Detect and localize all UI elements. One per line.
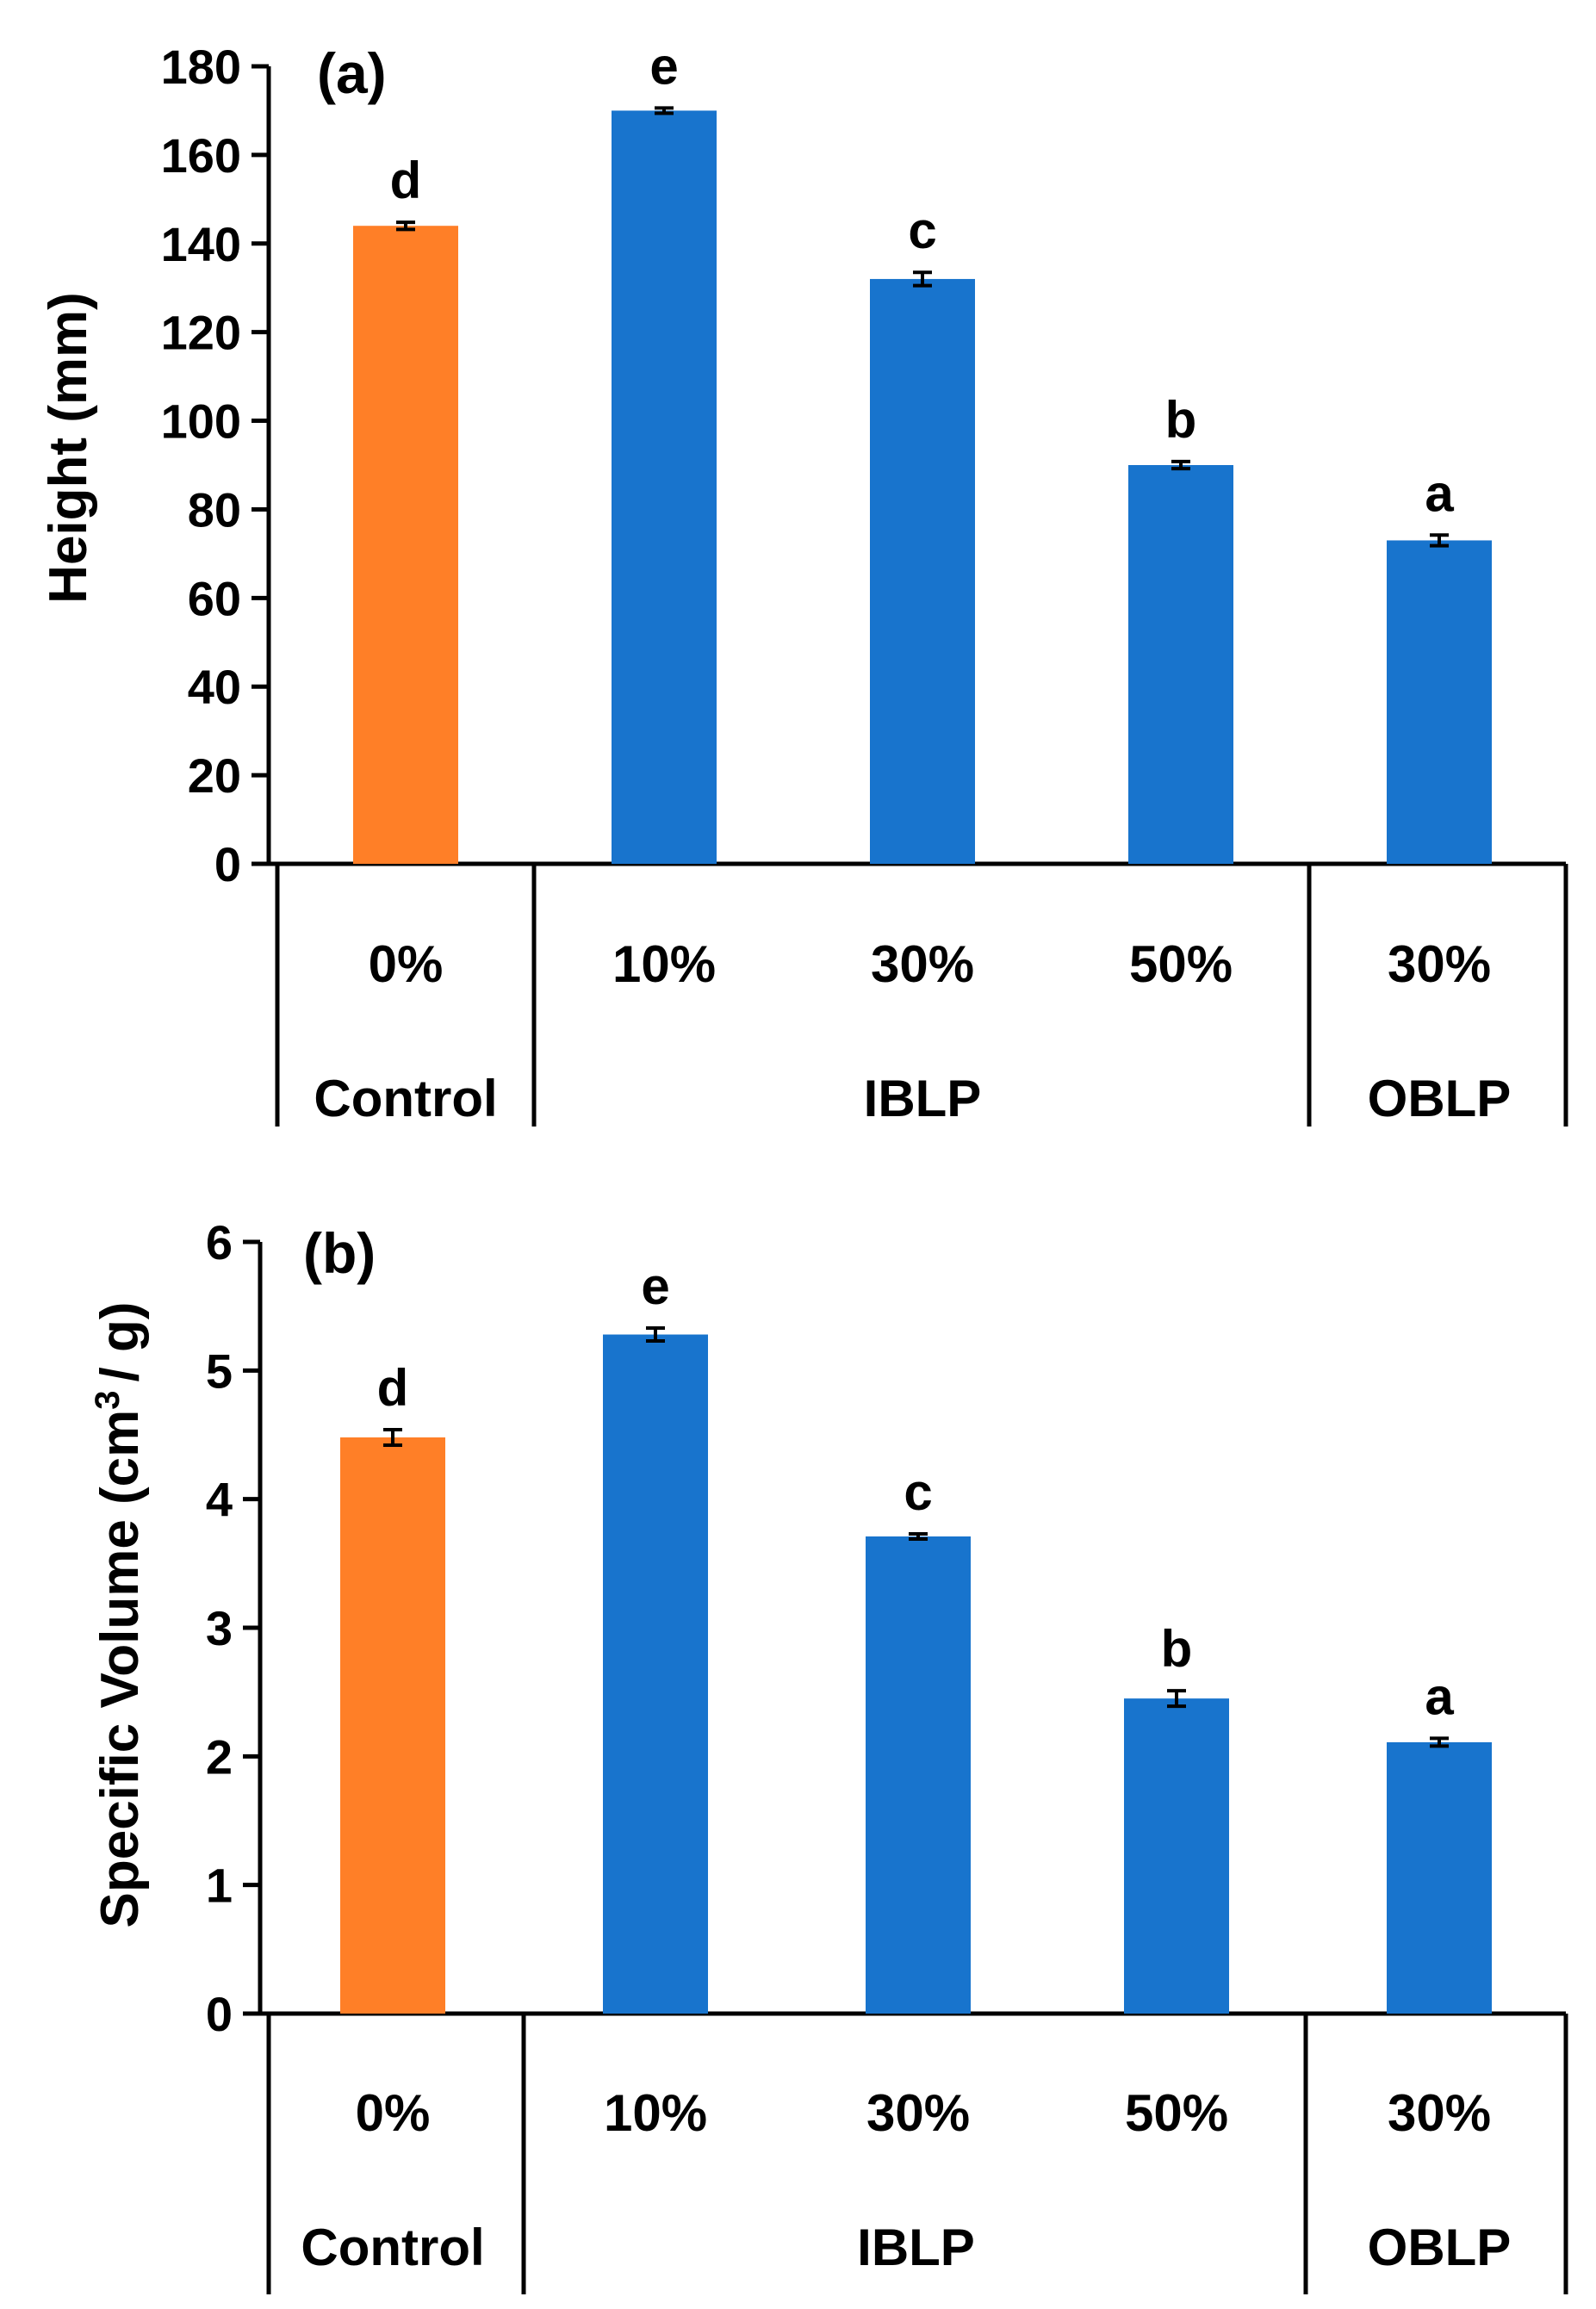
y-tick-label-b-6: 6 xyxy=(206,1215,233,1269)
y-tick-label-a-5: 100 xyxy=(161,394,241,449)
group-label-b-1: IBLP xyxy=(857,2219,975,2276)
group-label-b-2: OBLP xyxy=(1368,2219,1512,2276)
group-label-b-0: Control xyxy=(301,2219,484,2276)
panel-label-a: (a) xyxy=(317,41,387,105)
y-tick-label-a-4: 80 xyxy=(188,482,241,537)
category-label-b-1: 10% xyxy=(604,2084,707,2142)
y-tick-label-b-3: 3 xyxy=(206,1601,233,1655)
significance-letter-b-4: a xyxy=(1425,1667,1454,1725)
y-tick-label-a-7: 140 xyxy=(161,217,241,271)
y-tick-label-b-2: 2 xyxy=(206,1729,233,1784)
significance-letter-b-1: e xyxy=(641,1257,669,1315)
group-label-a-1: IBLP xyxy=(864,1070,982,1127)
y-tick-label-b-5: 5 xyxy=(206,1344,233,1398)
category-label-a-4: 30% xyxy=(1388,935,1491,993)
bar-b-4 xyxy=(1387,1741,1492,2014)
y-tick-label-b-1: 1 xyxy=(206,1859,233,1913)
group-label-a-0: Control xyxy=(314,1070,497,1127)
significance-letter-a-4: a xyxy=(1425,464,1454,522)
y-tick-label-a-2: 40 xyxy=(188,660,241,714)
bar-a-4 xyxy=(1387,540,1492,864)
chart-panel-b: Specific Volume (cm3/ g) (b) 0123456d0%e… xyxy=(89,1215,1568,2294)
bar-a-2 xyxy=(870,278,975,864)
bar-a-1 xyxy=(612,110,717,864)
y-tick-label-a-1: 20 xyxy=(188,748,241,803)
category-label-b-4: 30% xyxy=(1388,2084,1491,2142)
y-tick-label-a-0: 0 xyxy=(214,837,241,891)
y-axis-label-a: Height (mm) xyxy=(39,292,98,604)
significance-letter-b-2: c xyxy=(904,1463,932,1521)
y-axis-label-b-end: / g) xyxy=(90,1301,150,1381)
significance-letter-a-0: d xyxy=(390,152,422,209)
y-tick-label-a-9: 180 xyxy=(161,40,241,94)
bar-b-1 xyxy=(603,1334,708,2014)
bar-b-2 xyxy=(866,1536,971,2014)
group-label-a-2: OBLP xyxy=(1368,1070,1512,1127)
bar-b-0 xyxy=(340,1437,445,2014)
chart-panel-a: Height (mm) (a) 0 20 40 60 80 100 120 140 160 180… xyxy=(39,37,1568,1127)
y-axis-label-b-sup: 3 xyxy=(89,1390,127,1409)
significance-letter-a-1: e xyxy=(649,37,678,95)
category-label-a-0: 0% xyxy=(369,935,444,993)
category-label-b-3: 50% xyxy=(1125,2084,1228,2142)
category-label-b-0: 0% xyxy=(356,2084,431,2142)
significance-letter-b-0: d xyxy=(377,1359,409,1417)
significance-letter-b-3: b xyxy=(1161,1620,1193,1678)
bar-b-3 xyxy=(1124,1698,1229,2014)
y-tick-label-b-0: 0 xyxy=(206,1987,233,2041)
category-label-a-1: 10% xyxy=(612,935,716,993)
category-label-a-3: 50% xyxy=(1129,935,1233,993)
significance-letter-a-3: b xyxy=(1165,391,1197,449)
y-tick-label-a-3: 60 xyxy=(188,571,241,625)
bar-a-3 xyxy=(1128,465,1233,864)
y-tick-label-b-4: 4 xyxy=(206,1473,233,1527)
panel-label-b: (b) xyxy=(303,1221,376,1285)
y-tick-label-a-6: 120 xyxy=(161,306,241,360)
y-axis-label-b-main: Specific Volume (cm xyxy=(90,1410,150,1928)
y-axis-label-b: Specific Volume (cm3 / g) xyxy=(89,1301,150,1927)
category-label-a-2: 30% xyxy=(871,935,974,993)
bar-a-0 xyxy=(353,226,458,864)
y-tick-label-a-8: 160 xyxy=(161,128,241,183)
category-label-b-2: 30% xyxy=(866,2084,970,2142)
significance-letter-a-2: c xyxy=(908,202,936,259)
